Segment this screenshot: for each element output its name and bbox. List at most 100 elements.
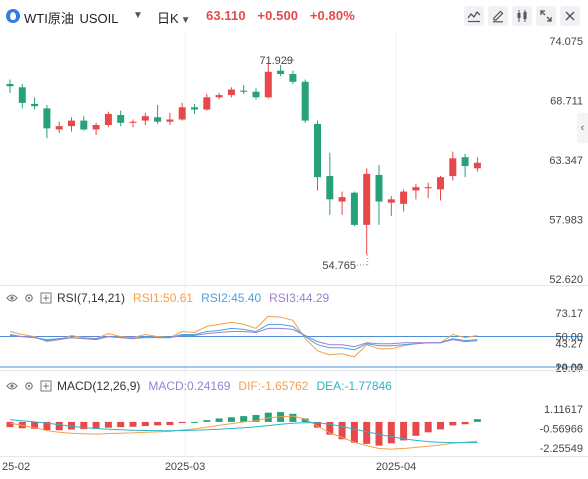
rsi-legend: RSI(7,14,21) RSI1:50.61 RSI2:45.40 RSI3:…: [6, 290, 337, 306]
price-quote: 63.110 +0.500 +0.80%: [206, 8, 363, 23]
rsi-axis-label: 43.27: [555, 338, 583, 350]
candle-body: [117, 115, 125, 123]
candle-body: [31, 103, 39, 107]
close-button[interactable]: [560, 6, 580, 26]
expand-icon: [540, 10, 552, 22]
macd-bar: [154, 421, 162, 426]
expand-panel-icon[interactable]: [40, 292, 52, 304]
rsi1-value: RSI1:50.61: [133, 291, 194, 305]
time-axis: 25-02 2025-03 2025-04: [2, 461, 416, 473]
fullscreen-button[interactable]: [536, 6, 556, 26]
rsi-axis-label: 73.17: [555, 308, 583, 320]
macd-bar: [387, 421, 395, 444]
macd-bar: [424, 421, 432, 433]
candle-body: [363, 173, 371, 225]
gear-icon[interactable]: [23, 380, 35, 392]
macd-bar: [350, 421, 358, 443]
macd-bar: [166, 421, 174, 426]
macd-bar: [449, 421, 457, 426]
low-price-label: 54.765: [322, 260, 356, 272]
symbol-selector[interactable]: WTI原油 USOIL: [24, 8, 118, 27]
draw-button[interactable]: [488, 6, 508, 26]
candle-body: [424, 187, 432, 189]
candle-body: [141, 116, 149, 121]
macd-bar: [117, 421, 125, 428]
price-axis-label: 68.711: [550, 96, 583, 108]
high-price-label: 71.929: [259, 55, 293, 67]
rsi3-value: RSI3:44.29: [269, 291, 330, 305]
chart-header: WTI原油 USOIL ▼ 日K ▼ 63.110 +0.500 +0.80%: [0, 0, 588, 32]
macd-bar: [289, 413, 297, 422]
macd-bar: [338, 421, 346, 440]
dif-value: DIF:-1.65762: [238, 379, 309, 393]
candle-body: [277, 70, 285, 75]
period-selector[interactable]: 日K ▼: [157, 8, 191, 27]
candle-body: [387, 199, 395, 203]
gear-icon[interactable]: [23, 292, 35, 304]
candle-body: [314, 123, 321, 178]
price-change: +0.500: [257, 8, 299, 23]
macd-bar: [43, 421, 51, 431]
macd-bar: [264, 412, 272, 422]
chart-type-button[interactable]: [512, 6, 532, 26]
price-axis-label: 74.075: [549, 36, 583, 48]
macd-bar: [326, 421, 334, 435]
candle-body: [178, 107, 186, 120]
candlestick-series: [6, 64, 481, 255]
macd-bar: [129, 421, 137, 427]
rsi-title: RSI(7,14,21): [57, 291, 126, 305]
macd-bar: [412, 421, 420, 436]
expand-sidebar-button[interactable]: ‹: [577, 113, 588, 143]
macd-axis-label: 1.11617: [544, 404, 583, 416]
eye-icon[interactable]: [6, 292, 18, 304]
pencil-icon: [493, 10, 504, 23]
candlestick-icon: [517, 10, 527, 22]
macd-line-dif: [9, 415, 478, 450]
macd-bar: [240, 416, 248, 422]
candle-body: [215, 95, 223, 98]
candle-body: [92, 125, 100, 130]
rsi2-value: RSI2:45.40: [201, 291, 262, 305]
candle-body: [449, 158, 457, 177]
macd-bar: [31, 421, 39, 429]
macd-bar: [80, 421, 88, 430]
macd-value: MACD:0.24169: [148, 379, 231, 393]
macd-line-dea: [9, 419, 478, 444]
rsi-line-rsi1: [9, 315, 478, 358]
chevron-down-icon[interactable]: ▼: [133, 10, 143, 21]
macd-bar: [92, 421, 100, 429]
time-axis-label: 2025-04: [376, 461, 416, 473]
macd-bar: [400, 421, 408, 441]
candle-body: [437, 177, 444, 190]
kline-chart[interactable]: 74.075 68.711 63.347 57.983 52.620 71.929 54…: [0, 32, 588, 479]
eye-icon[interactable]: [6, 380, 18, 392]
macd-bar: [6, 421, 14, 428]
macd-bar: [473, 419, 481, 422]
price-axis: 74.075 68.711 63.347 57.983 52.620: [549, 36, 583, 286]
candle-body: [129, 121, 137, 123]
candle-body: [400, 191, 408, 204]
toolbar: [464, 6, 580, 26]
candle-body: [240, 90, 248, 92]
candle-body: [412, 187, 420, 191]
macd-bar: [437, 421, 444, 430]
candle-body: [166, 119, 174, 122]
indicator-button[interactable]: [464, 6, 484, 26]
candle-body: [6, 83, 14, 87]
macd-bar: [141, 421, 149, 427]
expand-panel-icon[interactable]: [40, 380, 52, 392]
price-axis-label: 63.347: [549, 155, 583, 167]
candle-body: [350, 192, 358, 225]
panel-divider: [0, 285, 588, 286]
candle-body: [104, 113, 112, 126]
rsi-axis-label: 19.07: [555, 363, 583, 375]
close-icon: [565, 11, 575, 21]
candle-body: [326, 176, 334, 200]
candle-body: [68, 120, 75, 127]
macd-bar: [227, 417, 235, 422]
macd-bar: [301, 418, 309, 422]
chevron-down-icon: ▼: [180, 15, 191, 26]
period-label: 日K: [157, 11, 179, 26]
macd-bar: [375, 421, 383, 446]
price-annotations: 71.929 54.765: [259, 55, 369, 272]
